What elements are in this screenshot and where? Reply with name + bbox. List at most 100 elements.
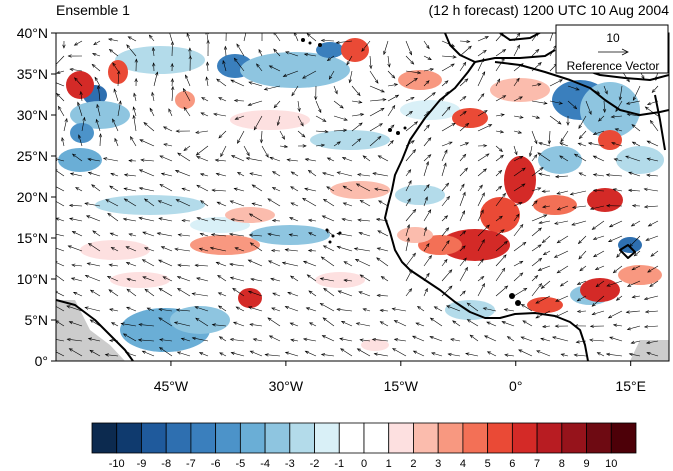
wind-vector	[261, 145, 269, 158]
wind-vector	[495, 130, 505, 134]
wind-vector	[110, 247, 119, 252]
lat-tick-label: 15°N	[17, 230, 48, 246]
wind-vector	[151, 91, 155, 102]
wind-vector	[613, 158, 623, 162]
wind-vector	[423, 226, 428, 237]
wind-vector	[513, 223, 524, 237]
island	[328, 240, 332, 244]
anomaly-patch	[395, 185, 445, 205]
wind-vector	[175, 129, 191, 133]
wind-vector	[631, 204, 641, 208]
wind-vector	[369, 107, 385, 117]
wind-vector	[447, 352, 461, 357]
wind-vector	[158, 287, 173, 297]
wind-vector	[326, 157, 335, 162]
wind-vector	[503, 308, 515, 312]
wind-vector	[423, 137, 432, 147]
wind-vector	[513, 130, 523, 134]
wind-vector	[369, 123, 383, 132]
wind-vector	[247, 100, 263, 106]
wind-vector	[358, 291, 371, 297]
wind-vector	[158, 217, 173, 222]
wind-vector	[569, 190, 587, 196]
wind-vector	[248, 233, 263, 237]
wind-vector	[62, 40, 66, 49]
wind-vector	[143, 198, 155, 207]
wind-vector	[531, 48, 540, 57]
colorbar-swatch	[511, 422, 538, 454]
wind-vector	[441, 258, 448, 267]
wind-vector	[56, 274, 65, 282]
wind-vector	[271, 171, 281, 177]
wind-vector	[477, 153, 490, 162]
wind-vector	[89, 349, 101, 357]
wind-vector	[495, 285, 509, 297]
wind-vector	[289, 322, 299, 327]
wind-vector	[591, 295, 605, 307]
wind-vector	[236, 43, 245, 57]
wind-vector	[459, 245, 466, 252]
wind-vector	[217, 305, 227, 312]
wind-vector	[230, 155, 245, 162]
wind-vector	[477, 110, 488, 117]
wind-vector	[351, 100, 363, 104]
wind-vector	[466, 302, 479, 312]
wind-vector	[405, 55, 415, 65]
anomaly-patch	[230, 110, 310, 130]
wind-vector	[322, 317, 335, 327]
wind-vector	[592, 250, 605, 258]
wind-vector	[483, 335, 497, 342]
wind-vector	[68, 203, 83, 208]
wind-vector	[205, 76, 209, 87]
wind-vector	[304, 350, 317, 357]
wind-vector	[495, 185, 503, 192]
wind-vector	[247, 290, 263, 297]
wind-vector	[229, 200, 245, 207]
wind-vector	[68, 348, 83, 357]
wind-vector	[71, 263, 83, 267]
wind-vector	[61, 136, 65, 147]
wind-vector	[625, 155, 641, 162]
colorbar-label: 1	[386, 458, 392, 470]
wind-vector	[343, 261, 353, 267]
wind-vector	[304, 187, 317, 192]
wind-vector	[162, 276, 173, 282]
wind-vector	[113, 88, 119, 102]
wind-vector	[587, 142, 605, 147]
wind-vector	[513, 96, 523, 102]
wind-vector	[348, 70, 353, 84]
wind-vector	[571, 205, 587, 209]
wind-vector	[218, 97, 227, 102]
wind-vector	[108, 48, 119, 57]
wind-vector	[230, 79, 245, 87]
anomaly-patch	[533, 195, 577, 215]
wind-vector	[56, 290, 65, 297]
wind-vector	[303, 52, 317, 57]
lat-tick-label: 40°N	[17, 25, 48, 41]
south-america-coastline	[56, 299, 134, 361]
wind-vector	[573, 353, 587, 357]
wind-vector	[346, 55, 353, 66]
wind-vector	[234, 247, 245, 252]
wind-vector	[591, 220, 605, 230]
colorbar-swatch	[610, 422, 637, 454]
wind-vector	[307, 249, 317, 253]
wind-vector	[612, 323, 623, 327]
wind-vector	[392, 348, 407, 357]
lon-tick-label: 30°W	[269, 378, 304, 394]
wind-vector	[379, 308, 389, 313]
colorbar-label: -3	[285, 458, 295, 470]
anomaly-patch	[400, 100, 460, 120]
anomaly-patch	[108, 60, 128, 84]
wind-vector	[188, 55, 192, 72]
wind-vector	[610, 115, 623, 119]
reference-vector-frame	[555, 24, 669, 74]
wind-vector	[555, 295, 569, 302]
map-axes: 0° 5°N 10°N 15°N 20°N 25°N 30°N 35°N 40°N 45°W 30°…	[17, 25, 646, 394]
wind-vector	[631, 295, 641, 299]
wind-vector	[337, 290, 353, 297]
anomaly-patch	[58, 148, 102, 172]
wind-vector	[535, 295, 551, 304]
lon-tick-label: 15°E	[615, 378, 646, 394]
wind-vector	[308, 290, 317, 297]
